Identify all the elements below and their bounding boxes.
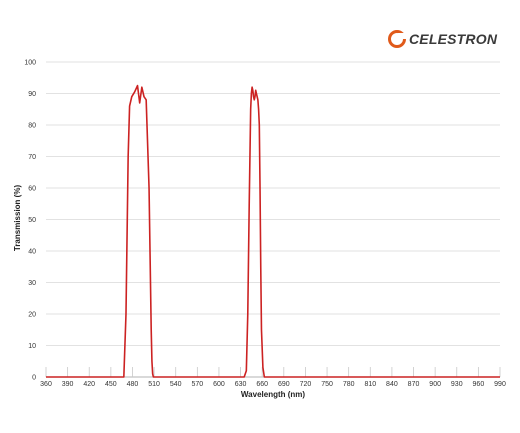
x-tick-label: 930 — [451, 381, 463, 388]
x-axis-title: Wavelength (nm) — [241, 390, 305, 399]
y-tick-label: 10 — [28, 343, 36, 350]
y-axis-title: Transmission (%) — [13, 185, 22, 252]
x-tick-label: 720 — [300, 381, 312, 388]
x-tick-label: 540 — [170, 381, 182, 388]
y-tick-label: 50 — [28, 217, 36, 224]
celestron-logo: CELESTRON — [388, 30, 497, 48]
x-tick-label: 660 — [256, 381, 268, 388]
y-tick-label: 40 — [28, 249, 36, 256]
y-tick-labels: 0 10 20 30 40 50 60 70 80 90 100 — [24, 60, 36, 382]
x-tick-label: 360 — [40, 381, 52, 388]
celestron-swirl-icon — [388, 30, 406, 48]
x-tick-label: 690 — [278, 381, 290, 388]
y-tick-label: 70 — [28, 154, 36, 161]
x-tick-label: 630 — [235, 381, 247, 388]
y-tick-label: 0 — [32, 375, 36, 382]
y-tick-label: 80 — [28, 123, 36, 130]
x-tick-label: 810 — [364, 381, 376, 388]
y-tick-label: 30 — [28, 280, 36, 287]
x-tick-label: 390 — [62, 381, 74, 388]
x-tick-label: 450 — [105, 381, 117, 388]
x-tick-label: 510 — [148, 381, 160, 388]
gridlines — [45, 61, 501, 378]
x-tick-label: 750 — [321, 381, 333, 388]
y-tick-label: 90 — [28, 91, 36, 98]
x-tick-label: 780 — [343, 381, 355, 388]
x-tick-label: 870 — [408, 381, 420, 388]
x-tick-label: 600 — [213, 381, 225, 388]
transmission-series-line — [46, 84, 500, 378]
x-tick-label: 840 — [386, 381, 398, 388]
x-tick-label: 420 — [83, 381, 95, 388]
brand-name: CELESTRON — [409, 31, 498, 47]
x-tick-label: 990 — [494, 381, 506, 388]
x-tick-labels: 360 390 420 450 480 510 540 570 600 630 660 690 720 7… — [40, 381, 506, 388]
x-tick-label: 480 — [127, 381, 139, 388]
y-tick-label: 20 — [28, 312, 36, 319]
y-tick-label: 60 — [28, 186, 36, 193]
y-tick-label: 100 — [24, 60, 36, 67]
x-tick-label: 900 — [429, 381, 441, 388]
x-tick-label: 570 — [191, 381, 203, 388]
x-tick-label: 960 — [473, 381, 485, 388]
